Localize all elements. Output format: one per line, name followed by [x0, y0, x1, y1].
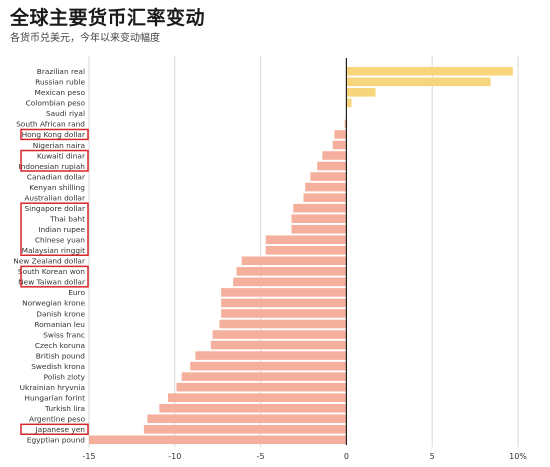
bar	[332, 140, 347, 150]
category-label: Hungarian forint	[24, 393, 85, 402]
bar	[265, 235, 347, 245]
bar	[293, 203, 347, 213]
category-label: South African rand	[16, 120, 85, 129]
bar	[159, 403, 347, 413]
bar	[303, 193, 347, 202]
highlight-box	[20, 423, 89, 436]
bar	[291, 214, 347, 223]
bar	[334, 130, 347, 139]
category-label: Russian ruble	[35, 78, 85, 87]
category-label: Euro	[68, 288, 85, 297]
bar	[143, 424, 347, 434]
bar	[190, 361, 347, 371]
bar	[346, 98, 352, 108]
category-label: Malaysian ringgit	[22, 246, 86, 255]
bar	[221, 288, 347, 297]
chart-subtitle: 各货币兑美元，今年以来变动幅度	[10, 33, 160, 44]
category-label: Norwegian krone	[22, 299, 85, 308]
bar	[176, 382, 347, 392]
bar	[236, 267, 347, 276]
bar	[291, 224, 347, 234]
bar	[212, 330, 347, 339]
category-label: Egyptian pound	[27, 436, 86, 445]
chart-title: 全球主要货币汇率变动	[10, 7, 206, 29]
category-label: Saudi riyal	[46, 109, 85, 118]
category-label: Swiss franc	[43, 330, 85, 339]
category-label: Swedish krona	[31, 362, 85, 371]
category-label: South Korean won	[18, 267, 85, 276]
category-label: Romanian leu	[34, 320, 85, 329]
bar	[265, 245, 347, 255]
x-tick-label: 5	[430, 452, 435, 461]
x-tick-label: -5	[257, 452, 265, 461]
category-label: British pound	[36, 351, 86, 360]
category-label: Thai baht	[49, 214, 85, 223]
category-label: Kuwaiti dinar	[37, 151, 86, 160]
bar	[233, 277, 347, 287]
bar	[317, 161, 347, 171]
x-tick-label: -15	[82, 452, 95, 461]
category-label: Indian rupee	[38, 225, 85, 234]
bar	[147, 414, 347, 424]
bar	[241, 256, 347, 266]
bar	[167, 393, 347, 402]
category-label: Danish krone	[36, 309, 85, 318]
bar	[221, 309, 347, 318]
category-label: Canadian dollar	[27, 172, 86, 181]
category-label: Singapore dollar	[24, 204, 85, 213]
category-label: Mexican peso	[35, 88, 86, 97]
highlight-box	[20, 128, 89, 141]
category-label: Japanese yen	[34, 425, 85, 434]
x-tick-label: -10	[168, 452, 181, 461]
bar	[219, 319, 347, 329]
x-tick-label: 10%	[509, 452, 527, 461]
bar	[310, 172, 347, 181]
bar	[181, 372, 347, 381]
highlight-boxes	[20, 128, 89, 436]
category-label: Australian dollar	[24, 193, 86, 202]
category-label: Turkish lira	[44, 404, 85, 413]
bar	[210, 340, 347, 350]
bar	[89, 435, 347, 445]
x-tick-label: 0	[344, 452, 349, 461]
category-label: Chinese yuan	[35, 236, 85, 245]
category-label: Hong Kong dollar	[22, 130, 86, 139]
category-label: Ukrainian hryvnia	[20, 383, 85, 392]
bar	[195, 351, 347, 360]
highlight-box	[20, 265, 89, 288]
bar	[344, 119, 347, 129]
bar	[221, 298, 347, 308]
x-axis-ticks: -15 -10 -5 0 5 10%	[82, 452, 527, 461]
bars	[89, 66, 513, 445]
bar	[346, 77, 491, 87]
category-label: Brazilian real	[37, 67, 85, 76]
category-label: Kenyan shilling	[29, 183, 85, 192]
category-label: Argentine peso	[29, 415, 86, 424]
category-label: Indonesian rupiah	[19, 162, 86, 171]
category-label: Polish zloty	[44, 372, 86, 381]
bar	[305, 182, 347, 192]
category-label: New Zealand dollar	[13, 257, 86, 266]
category-label: New Taiwan dollar	[18, 278, 86, 287]
category-label: Nigerian naira	[33, 141, 85, 150]
bar	[346, 66, 513, 76]
category-label: Czech koruna	[35, 341, 85, 350]
bar	[346, 88, 376, 97]
highlight-box	[20, 149, 89, 172]
highlight-box	[20, 202, 89, 256]
gridlines	[88, 56, 519, 448]
bar	[322, 151, 347, 160]
category-label: Colombian peso	[26, 99, 86, 108]
